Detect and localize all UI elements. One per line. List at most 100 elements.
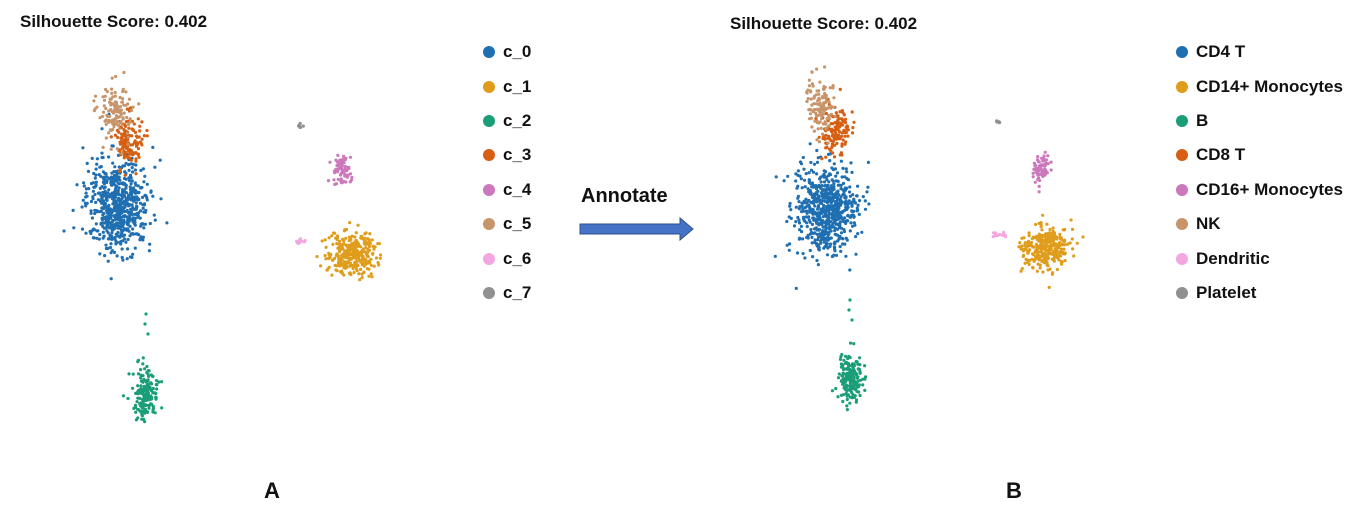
point (852, 378, 856, 382)
point (1031, 252, 1035, 256)
point (335, 269, 339, 273)
point (795, 251, 800, 255)
point (1056, 256, 1060, 260)
point (840, 175, 844, 179)
point (128, 185, 132, 189)
point (151, 386, 155, 391)
point (1048, 247, 1052, 251)
point (133, 246, 137, 250)
point (1060, 262, 1064, 266)
point (344, 254, 348, 258)
point (817, 89, 821, 93)
point (822, 203, 826, 207)
point (129, 210, 133, 214)
point (133, 168, 137, 172)
point (330, 273, 334, 277)
point (801, 207, 805, 211)
point (840, 374, 844, 378)
point (826, 141, 830, 145)
point (810, 125, 814, 129)
point (343, 167, 347, 172)
point (98, 116, 102, 120)
point (994, 234, 998, 238)
point (839, 183, 843, 187)
point (124, 177, 128, 181)
point (816, 113, 821, 117)
point (995, 119, 999, 123)
point (136, 372, 141, 376)
point (788, 242, 792, 246)
point (838, 221, 842, 225)
point (118, 140, 122, 144)
point (153, 218, 157, 222)
point (838, 110, 842, 114)
point (139, 376, 143, 380)
point (1058, 235, 1062, 239)
point (101, 145, 105, 149)
point (825, 236, 830, 240)
point (798, 174, 802, 178)
point (101, 110, 106, 114)
point (797, 200, 801, 204)
point (145, 128, 149, 133)
point (315, 255, 319, 259)
point (833, 114, 837, 118)
point (366, 250, 370, 254)
legend-swatch (483, 114, 495, 127)
point (834, 111, 838, 115)
point (359, 234, 363, 238)
point (153, 165, 157, 169)
point (124, 161, 128, 165)
point (810, 235, 814, 239)
point (834, 253, 839, 257)
point (830, 127, 834, 131)
point (113, 209, 118, 213)
point (815, 160, 820, 164)
point (815, 138, 819, 142)
point (123, 203, 127, 207)
point (109, 135, 113, 139)
point (113, 165, 117, 169)
point (137, 135, 141, 139)
point (111, 181, 116, 185)
point (102, 98, 107, 102)
point (826, 217, 831, 221)
point (840, 134, 844, 138)
point (296, 124, 301, 128)
point (861, 195, 865, 199)
point (138, 129, 142, 133)
point (819, 239, 823, 243)
point (119, 112, 123, 116)
point (81, 198, 85, 202)
point (122, 103, 126, 107)
point (850, 318, 854, 322)
point (848, 401, 852, 405)
point (117, 127, 121, 131)
point (788, 204, 792, 208)
point (125, 131, 130, 135)
point (122, 128, 126, 132)
point (334, 254, 339, 258)
point (827, 226, 831, 230)
point (366, 247, 370, 251)
point (813, 204, 817, 208)
point (1033, 180, 1037, 184)
point (145, 134, 149, 138)
point (95, 210, 99, 214)
point (824, 193, 828, 197)
point (327, 257, 331, 261)
legend-swatch (1176, 218, 1188, 231)
point (851, 126, 855, 130)
point (369, 263, 373, 267)
point (840, 352, 844, 357)
point (113, 187, 117, 192)
point (839, 365, 844, 369)
point (1027, 262, 1031, 266)
point (845, 397, 849, 402)
panel-label-b: B (1006, 478, 1022, 503)
point (347, 165, 351, 169)
point (110, 87, 114, 91)
point (352, 241, 357, 245)
point (833, 245, 837, 249)
point (123, 124, 128, 128)
